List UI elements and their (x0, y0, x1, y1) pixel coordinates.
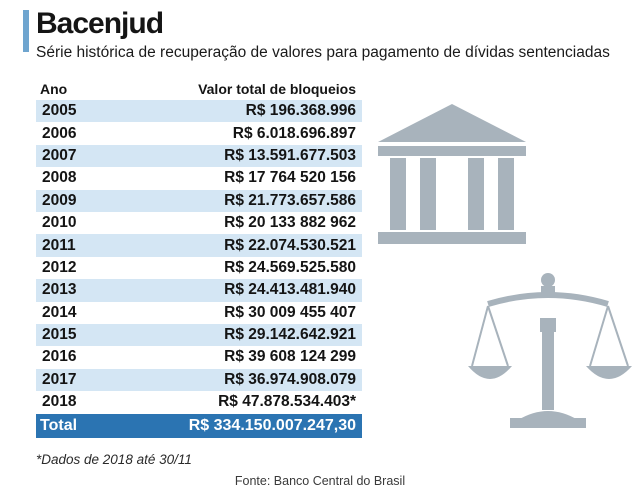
page-subtitle: Série histórica de recuperação de valore… (36, 44, 610, 61)
row-year: 2006 (42, 124, 77, 142)
table-row: 2007 R$ 13.591.677.503 (36, 144, 362, 168)
page-title: Bacenjud (36, 7, 164, 40)
row-value: R$ 24.569.525.580 (224, 258, 356, 276)
row-value: R$ 196.368.996 (245, 102, 356, 120)
row-year: 2009 (42, 191, 77, 209)
table-row: 2013 R$ 24.413.481.940 (36, 279, 362, 302)
data-table: Ano Valor total de bloqueios 2005 R$ 196… (36, 78, 362, 439)
row-value: R$ 36.974.908.079 (224, 370, 356, 388)
total-value: R$ 334.150.007.247,30 (188, 417, 356, 435)
table-row: 2012 R$ 24.569.525.580 (36, 257, 362, 279)
row-value: R$ 13.591.677.503 (224, 146, 356, 164)
row-year: 2008 (42, 169, 77, 187)
table-row: 2010 R$ 20 133 882 962 (36, 212, 362, 234)
table-row: 2009 R$ 21.773.657.586 (36, 189, 362, 212)
row-value: R$ 39 608 124 299 (224, 348, 356, 366)
row-year: 2013 (42, 281, 77, 299)
row-value: R$ 20 133 882 962 (224, 214, 356, 232)
row-year: 2010 (42, 214, 77, 232)
row-year: 2018 (42, 393, 77, 411)
table-header: Ano Valor total de bloqueios (36, 78, 362, 100)
row-value: R$ 47.878.534.403* (218, 393, 356, 411)
row-value: R$ 6.018.696.897 (232, 124, 356, 142)
footnote: *Dados de 2018 até 30/11 (36, 452, 192, 467)
row-year: 2017 (42, 370, 77, 388)
row-year: 2016 (42, 348, 77, 366)
row-value: R$ 30 009 455 407 (224, 303, 356, 321)
table-row: 2005 R$ 196.368.996 (36, 100, 362, 123)
table-row: 2018 R$ 47.878.534.403* (36, 391, 362, 413)
total-label: Total (40, 417, 78, 435)
column-header-year: Ano (40, 81, 68, 97)
table-row: 2011 R$ 22.074.530.521 (36, 234, 362, 257)
bank-building-icon (378, 104, 526, 244)
row-value: R$ 22.074.530.521 (224, 236, 356, 254)
table-row: 2014 R$ 30 009 455 407 (36, 302, 362, 324)
row-year: 2007 (42, 146, 77, 164)
row-year: 2015 (42, 326, 77, 344)
row-value: R$ 24.413.481.940 (224, 281, 356, 299)
table-row: 2006 R$ 6.018.696.897 (36, 122, 362, 144)
row-year: 2011 (42, 236, 76, 254)
row-year: 2012 (42, 258, 77, 276)
table-row: 2015 R$ 29.142.642.921 (36, 323, 362, 347)
source-credit: Fonte: Banco Central do Brasil (234, 474, 406, 488)
justice-scale-icon (468, 273, 632, 428)
total-row: Total R$ 334.150.007.247,30 (36, 414, 362, 439)
table-row: 2008 R$ 17 764 520 156 (36, 167, 362, 189)
title-accent-bar (23, 10, 29, 52)
table-row: 2017 R$ 36.974.908.079 (36, 368, 362, 392)
row-year: 2005 (42, 102, 77, 120)
row-value: R$ 21.773.657.586 (224, 191, 356, 209)
column-header-value: Valor total de bloqueios (198, 81, 356, 97)
row-value: R$ 29.142.642.921 (224, 326, 356, 344)
row-year: 2014 (42, 303, 77, 321)
row-value: R$ 17 764 520 156 (224, 169, 356, 187)
table-row: 2016 R$ 39 608 124 299 (36, 346, 362, 368)
